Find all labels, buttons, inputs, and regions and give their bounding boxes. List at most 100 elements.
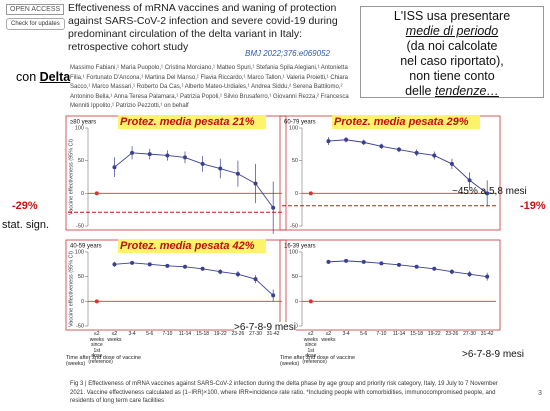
x-tick-label: 11-14 [178,331,192,337]
y-axis-label: Vaccine effectiveness (95% CI) [68,139,74,215]
x-tick-label: 27-30 [463,331,476,337]
data-point [112,165,117,170]
annotation: Protez. media pesata 21% [120,116,255,128]
data-point [271,293,276,298]
data-point [485,274,490,279]
data-point [235,171,240,176]
data-point [235,272,240,277]
data-point [361,259,366,264]
figure-caption: Fig 3 | Effectiveness of mRNA vaccines a… [70,381,498,404]
page-number: 3 [538,390,542,397]
data-point [449,161,454,166]
x-tick-label: 19-22 [427,331,441,337]
annotation-box [118,115,266,129]
panel-border [65,115,287,231]
y-tick-label: -50 [76,223,84,229]
note: >6-7-8-9 mesi [462,349,524,360]
age-label: 16-39 years [284,244,316,250]
data-point [326,259,331,264]
data-point [147,152,152,157]
callout-line: nel caso riportato), [400,54,504,68]
x-tick-label: 5-6 [360,331,368,337]
callout-text: delle [405,84,435,98]
data-point [467,178,472,183]
annotation-box [118,239,266,253]
data-point [432,266,437,271]
y-tick-label: 50 [292,158,298,164]
data-point [147,262,152,267]
y-tick-label: 0 [295,191,298,197]
data-point [326,139,331,144]
callout: L'ISS usa presentare medie di periodo (d… [360,6,544,98]
panel-border [279,239,501,331]
data-point [253,181,258,186]
x-tick-label: 31-42 [480,331,494,337]
x-axis-label: Time after 2nd dose of vaccine (weeks) [66,355,142,367]
data-point [130,150,135,155]
x-tick-label: 31-42 [266,331,280,337]
variant-label: con Delta [16,70,70,84]
note: stat. sign. [2,219,50,231]
callout-line: non tiene conto [409,69,495,83]
series-line [328,139,488,194]
data-point [308,191,313,196]
y-tick-label: 100 [289,125,298,131]
y-tick-label: 50 [78,274,84,280]
data-point [344,258,349,263]
series-line [114,262,274,296]
data-point [344,137,349,142]
x-tick-label: 15-18 [410,331,424,337]
panel-border [65,239,287,331]
y-tick-label: 100 [289,249,298,255]
data-point [94,191,99,196]
data-point [253,277,258,282]
x-tick-label: ≤2 weeks since 1st dose (reference) [88,331,113,365]
note: -29% [12,200,38,212]
x-tick-label: 7-10 [162,331,173,337]
updates-button[interactable]: Check for updates [6,18,65,30]
y-tick-label: 0 [295,299,298,305]
data-point [130,260,135,265]
data-point [165,263,170,268]
data-point [449,269,454,274]
x-tick-label: ≤2 weeks since 1st dose (reference) [302,331,327,365]
annotation: Protez. media pesata 42% [120,240,255,252]
x-tick-label: 3-4 [128,331,136,337]
x-tick-label: ≤2 weeks [321,331,336,343]
y-tick-label: 50 [292,274,298,280]
data-point [485,191,490,196]
x-tick-label: 23-26 [445,331,459,337]
data-point [218,269,223,274]
x-tick-label: 11-14 [392,331,406,337]
callout-line: delle tendenze… [361,84,543,99]
y-tick-label: 50 [78,158,84,164]
variant-name: Delta [39,70,71,84]
age-label: 40-59 years [70,244,102,250]
x-tick-label: 3-4 [342,331,350,337]
callout-line: (da noi calcolate [406,39,498,53]
data-point [165,153,170,158]
variant-prefix: con [16,70,37,84]
x-tick-label: 23-26 [231,331,245,337]
callout-line: medie di periodo [405,24,499,38]
y-tick-label: -50 [290,223,298,229]
x-tick-label: ≤2 weeks [107,331,122,343]
age-label: 60-79 years [284,120,316,126]
series-line [114,152,274,208]
note: ~45% a 5,8 mesi [452,186,527,197]
data-point [183,155,187,160]
data-point [200,266,205,271]
data-point [200,161,205,166]
data-point [467,272,472,277]
series-line [328,260,488,278]
y-tick-label: 0 [81,191,84,197]
badge: OPEN ACCESS [6,4,65,15]
data-point [397,147,401,152]
y-tick-label: 100 [75,249,84,255]
panel-border [279,115,501,231]
data-point [361,140,366,145]
note: >6-7-8-9 mesi [234,322,296,333]
note: -19% [520,200,546,212]
data-point [218,166,223,171]
